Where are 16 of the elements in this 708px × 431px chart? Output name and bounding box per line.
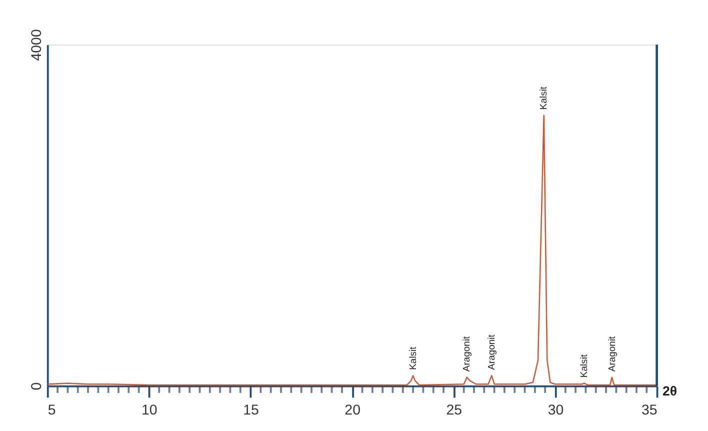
x-tick-label: 20 xyxy=(344,402,361,419)
x-tick-label: 35 xyxy=(641,402,658,419)
x-tick-label: 10 xyxy=(142,402,158,419)
y-tick-label: 0 xyxy=(29,382,46,390)
annotation: Aragonit xyxy=(606,336,618,372)
annotation: Kalsit xyxy=(538,86,550,110)
annotation: Kalsit xyxy=(579,354,590,378)
x-axis-title: 2θ xyxy=(662,383,678,398)
annotation: Aragonit xyxy=(486,334,498,370)
x-tick-label: 15 xyxy=(243,402,259,419)
annotation: Aragonit xyxy=(462,336,473,372)
x-tick-label: 25 xyxy=(446,402,462,419)
y-tick-label: 4000 xyxy=(29,29,46,61)
x-tick-label: 30 xyxy=(548,402,564,419)
x-tick-label: 5 xyxy=(48,402,56,419)
annotation: Kalsit xyxy=(408,346,419,370)
